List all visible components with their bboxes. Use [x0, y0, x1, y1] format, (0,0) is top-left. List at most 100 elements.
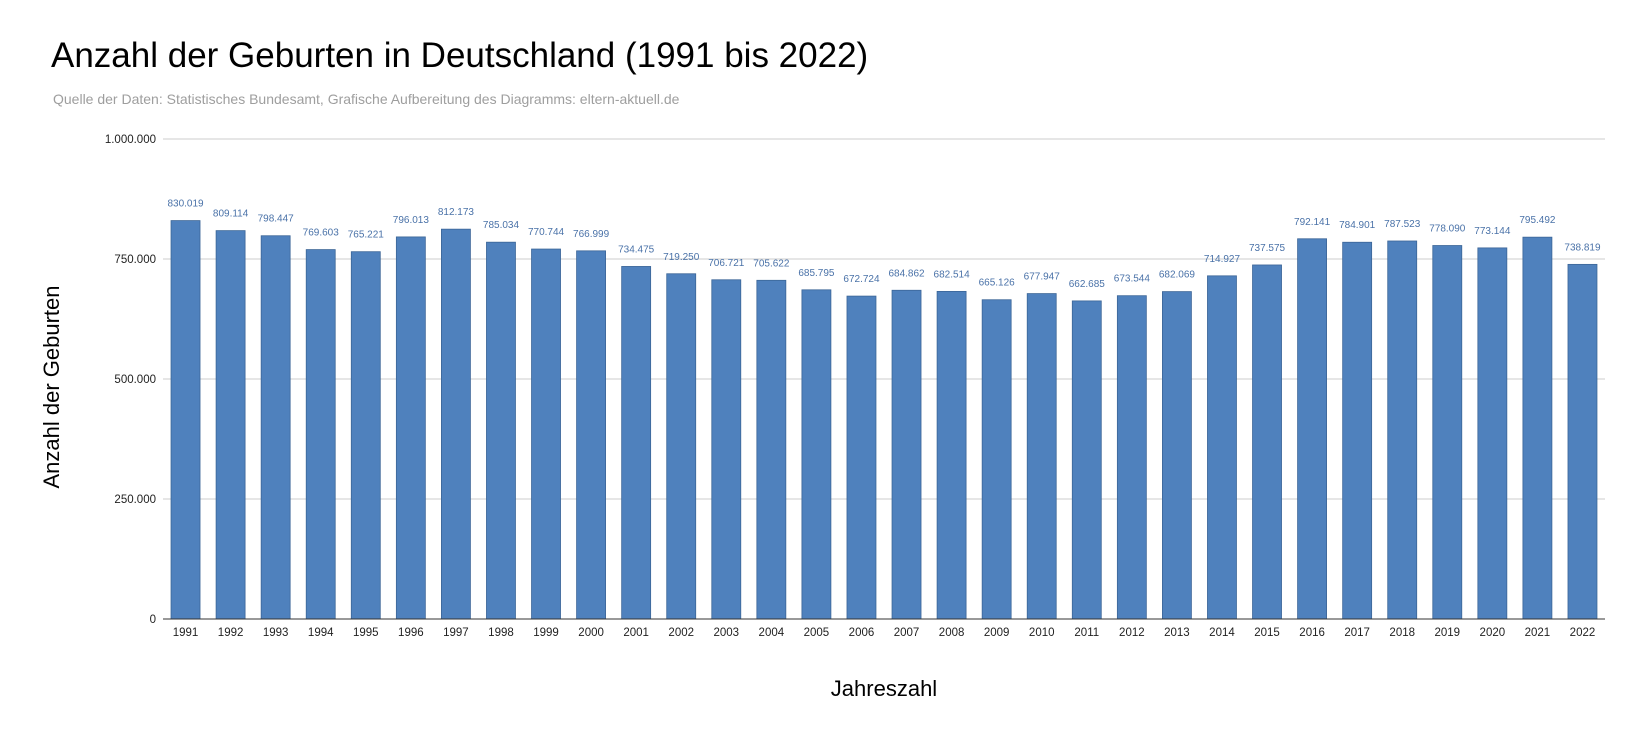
y-tick-label: 750.000 — [114, 254, 156, 266]
bar-2013 — [1162, 291, 1192, 620]
data-label-2005: 685.795 — [798, 268, 835, 279]
bar-1999 — [531, 248, 561, 620]
bars — [170, 220, 1598, 620]
bar-2004 — [756, 279, 787, 620]
bar-2016 — [1297, 238, 1327, 620]
data-label-1998: 785.034 — [483, 220, 520, 231]
data-label-2010: 677.947 — [1024, 272, 1061, 283]
y-tick-label: 250.000 — [114, 494, 156, 506]
data-label-2004: 705.622 — [753, 258, 790, 269]
x-tick-label-2014: 2014 — [1209, 627, 1235, 639]
x-tick-label-2020: 2020 — [1480, 627, 1506, 639]
x-tick-label-1995: 1995 — [353, 627, 379, 639]
bar-2012 — [1116, 295, 1147, 620]
x-axis-title: Jahreszahl — [831, 676, 937, 701]
x-tick-label-2006: 2006 — [849, 627, 875, 639]
data-label-2002: 719.250 — [663, 252, 700, 263]
bar-1996 — [395, 236, 426, 620]
x-tick-label-2007: 2007 — [894, 627, 920, 639]
x-tick-label-2016: 2016 — [1299, 627, 1325, 639]
data-label-2021: 795.492 — [1519, 215, 1556, 226]
x-tick-label-2001: 2001 — [623, 627, 649, 639]
x-tick-label-1996: 1996 — [398, 627, 424, 639]
data-label-2000: 766.999 — [573, 229, 610, 240]
x-tick-label-2017: 2017 — [1344, 627, 1370, 639]
data-label-1996: 796.013 — [393, 215, 430, 226]
data-label-2012: 673.544 — [1114, 274, 1151, 285]
bar-2009 — [981, 299, 1012, 620]
data-label-2009: 665.126 — [979, 278, 1016, 289]
y-axis-title: Anzahl der Geburten — [39, 285, 64, 488]
data-label-2013: 682.069 — [1159, 270, 1196, 281]
bar-2002 — [666, 273, 697, 620]
x-tick-label-2018: 2018 — [1389, 627, 1415, 639]
bar-2005 — [801, 289, 832, 620]
data-labels: 830.019 809.114 798.447 769.603 765.221 796.0… — [167, 199, 1601, 290]
bar-1997 — [441, 228, 471, 620]
bar-2014 — [1207, 275, 1237, 620]
bar-2006 — [846, 295, 877, 620]
bar-2019 — [1432, 245, 1463, 620]
y-tick-label: 1.000.000 — [105, 134, 156, 146]
x-tick-label-2019: 2019 — [1434, 627, 1460, 639]
data-label-2022: 738.819 — [1564, 242, 1601, 253]
bar-2007 — [891, 289, 922, 620]
x-tick-label-2011: 2011 — [1074, 627, 1099, 639]
x-tick-label-2002: 2002 — [668, 627, 694, 639]
bar-2008 — [936, 290, 967, 620]
y-tick-label: 0 — [150, 614, 156, 626]
bar-2018 — [1387, 240, 1418, 620]
bar-1994 — [305, 249, 336, 620]
data-label-2003: 706.721 — [708, 258, 745, 269]
data-label-2014: 714.927 — [1204, 254, 1241, 265]
data-label-1995: 765.221 — [348, 230, 385, 241]
x-axis-ticks: 1991 1992 1993 1994 1995 1996 1997 1998 1999 2000… — [173, 627, 1596, 639]
data-label-2019: 778.090 — [1429, 224, 1466, 235]
bar-1998 — [486, 241, 516, 620]
data-label-2020: 773.144 — [1474, 226, 1511, 237]
data-label-2001: 734.475 — [618, 244, 655, 255]
bar-2017 — [1342, 241, 1373, 620]
bar-2015 — [1252, 264, 1282, 620]
bar-2000 — [576, 250, 606, 620]
bar-2022 — [1567, 263, 1598, 620]
x-tick-label-2008: 2008 — [939, 627, 965, 639]
bar-2010 — [1026, 293, 1057, 620]
bar-1992 — [215, 230, 246, 620]
x-tick-label-1998: 1998 — [488, 627, 514, 639]
x-tick-label-1994: 1994 — [308, 627, 334, 639]
x-tick-label-2010: 2010 — [1029, 627, 1055, 639]
x-tick-label-1992: 1992 — [218, 627, 244, 639]
bar-2001 — [621, 266, 652, 620]
x-tick-label-1999: 1999 — [533, 627, 559, 639]
chart-title: Anzahl der Geburten in Deutschland (1991… — [51, 36, 869, 75]
data-label-1997: 812.173 — [438, 207, 475, 218]
bar-1991 — [170, 220, 201, 620]
x-tick-label-2012: 2012 — [1119, 627, 1145, 639]
data-label-1993: 798.447 — [258, 214, 295, 225]
y-tick-label: 500.000 — [114, 374, 156, 386]
bar-1993 — [260, 235, 291, 620]
x-tick-label-1993: 1993 — [263, 627, 289, 639]
y-axis-ticks: 0 250.000 500.000 750.000 1.000.000 — [105, 134, 156, 626]
bar-2021 — [1522, 236, 1553, 620]
x-tick-label-2004: 2004 — [759, 627, 785, 639]
x-tick-label-2009: 2009 — [984, 627, 1010, 639]
x-tick-label-2015: 2015 — [1254, 627, 1280, 639]
x-tick-label-2022: 2022 — [1570, 627, 1596, 639]
bar-2020 — [1477, 247, 1508, 620]
chart-subtitle: Quelle der Daten: Statistisches Bundesam… — [53, 91, 680, 107]
data-label-2006: 672.724 — [843, 274, 880, 285]
data-label-2015: 737.575 — [1249, 243, 1286, 254]
x-tick-label-1991: 1991 — [173, 627, 199, 639]
x-tick-label-2000: 2000 — [578, 627, 604, 639]
x-tick-label-2005: 2005 — [804, 627, 830, 639]
bar-2003 — [711, 279, 742, 620]
data-label-2011: 662.685 — [1069, 279, 1106, 290]
data-label-2017: 784.901 — [1339, 220, 1376, 231]
data-label-2008: 682.514 — [934, 269, 971, 280]
x-tick-label-2021: 2021 — [1525, 627, 1551, 639]
bar-1995 — [350, 251, 381, 620]
data-label-2016: 792.141 — [1294, 217, 1331, 228]
